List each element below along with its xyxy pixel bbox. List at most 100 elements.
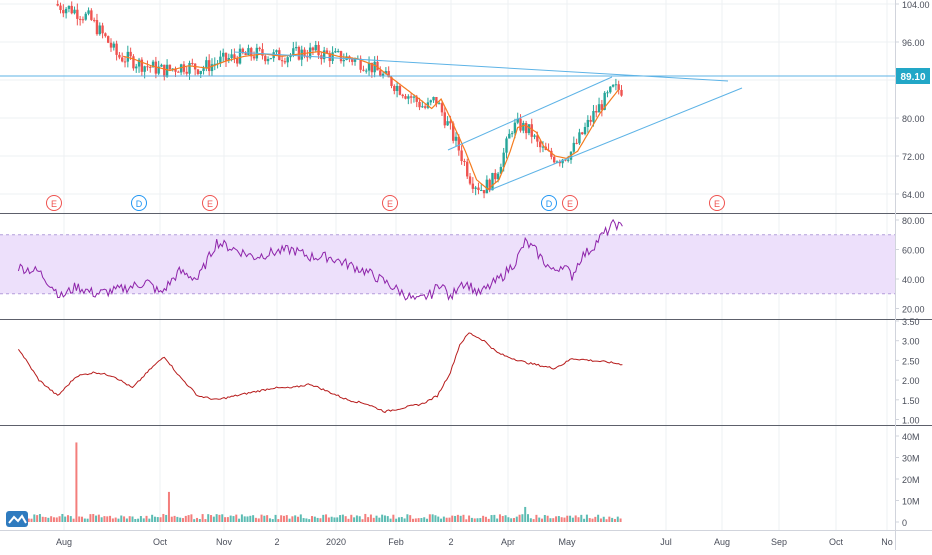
volume-bar bbox=[215, 514, 218, 522]
earnings-marker[interactable]: E bbox=[709, 195, 725, 211]
price-tick-label: 96.00 bbox=[902, 38, 925, 48]
dividend-marker[interactable]: D bbox=[131, 195, 147, 211]
atr-series bbox=[17, 332, 623, 414]
volume-bar bbox=[165, 514, 168, 522]
volume-bar bbox=[190, 514, 193, 522]
volume-bar bbox=[319, 518, 322, 522]
brand-logo-icon[interactable] bbox=[6, 511, 28, 527]
rsi-series bbox=[17, 218, 623, 301]
candle bbox=[370, 62, 374, 78]
candle bbox=[435, 96, 438, 108]
volume-bar bbox=[459, 515, 462, 522]
volume-bar bbox=[529, 518, 532, 522]
earnings-marker[interactable]: E bbox=[46, 195, 62, 211]
trendline-channel-upper[interactable] bbox=[447, 76, 613, 151]
candle bbox=[443, 107, 446, 129]
volume-bar bbox=[235, 514, 238, 522]
earnings-marker[interactable]: E bbox=[202, 195, 218, 211]
candle bbox=[78, 15, 82, 26]
candle bbox=[224, 52, 228, 67]
volume-bar bbox=[476, 518, 479, 522]
candle bbox=[393, 84, 396, 95]
candle bbox=[620, 85, 623, 97]
volume-bar bbox=[538, 517, 541, 522]
time-axis[interactable]: Aug Oct Nov 2 2020 Feb 2 Apr May Jul Aug Sep Oct No bbox=[56, 537, 893, 547]
candle bbox=[92, 17, 96, 23]
rsi-tick-label: 60.00 bbox=[902, 246, 925, 256]
volume-bar bbox=[100, 517, 103, 522]
candle bbox=[95, 13, 99, 36]
candle bbox=[70, 1, 73, 15]
volume-bar bbox=[156, 517, 159, 522]
volume-bar bbox=[280, 515, 283, 522]
candle bbox=[494, 169, 497, 184]
candle bbox=[247, 44, 250, 56]
volume-bar bbox=[397, 517, 400, 522]
time-tick-label: Feb bbox=[388, 537, 404, 547]
earnings-marker[interactable]: E bbox=[562, 195, 578, 211]
candle bbox=[238, 44, 242, 65]
volume-bar bbox=[117, 518, 120, 522]
volume-bar bbox=[395, 518, 398, 522]
volume-bar bbox=[512, 517, 515, 522]
volume-bar bbox=[344, 516, 347, 522]
candle bbox=[527, 124, 531, 136]
candle bbox=[67, 5, 71, 13]
candle bbox=[446, 116, 449, 126]
volume-bar bbox=[392, 514, 395, 522]
dividend-marker[interactable]: D bbox=[541, 195, 557, 211]
volume-bar bbox=[64, 516, 67, 522]
volume-bar bbox=[333, 517, 336, 522]
volume-bar bbox=[27, 518, 30, 522]
volume-bar bbox=[611, 517, 614, 522]
volume-bar bbox=[431, 514, 434, 522]
candle bbox=[359, 55, 362, 73]
volume-bar bbox=[493, 514, 496, 522]
moving-average-series bbox=[122, 50, 620, 191]
volume-bar bbox=[305, 518, 308, 522]
rsi-tick-label: 20.00 bbox=[902, 305, 925, 315]
candle bbox=[115, 40, 118, 61]
candle bbox=[126, 45, 130, 68]
candle bbox=[597, 97, 601, 113]
candle bbox=[207, 54, 211, 76]
candle bbox=[320, 52, 323, 65]
candle bbox=[510, 130, 514, 138]
rsi-axis[interactable]: 80.00 60.00 40.00 20.00 bbox=[895, 216, 925, 315]
volume-bar bbox=[120, 515, 123, 522]
candle bbox=[581, 131, 584, 135]
volume-bar bbox=[456, 514, 459, 522]
volume-bar bbox=[313, 516, 316, 522]
candle bbox=[76, 3, 79, 26]
atr-axis[interactable]: 3.50 3.00 2.50 2.00 1.50 1.00 bbox=[895, 317, 920, 426]
volume-bar bbox=[288, 518, 291, 522]
volume-bar bbox=[330, 516, 333, 522]
candle bbox=[381, 71, 385, 79]
earnings-marker[interactable]: E bbox=[382, 195, 398, 211]
volume-axis[interactable]: 40M 30M 20M 10M 0 bbox=[895, 432, 920, 528]
candle bbox=[266, 56, 270, 65]
candle bbox=[373, 56, 376, 78]
trendline-channel-lower[interactable] bbox=[489, 87, 743, 191]
volume-bar bbox=[549, 518, 552, 522]
atr-tick-label: 1.00 bbox=[902, 416, 920, 426]
volume-bar bbox=[106, 516, 109, 522]
candle bbox=[404, 93, 407, 100]
volume-bar bbox=[369, 514, 372, 522]
volume-bar bbox=[95, 515, 98, 522]
volume-bar bbox=[97, 514, 100, 522]
price-tick-label: 104.00 bbox=[902, 0, 930, 10]
volume-bar bbox=[417, 518, 420, 522]
candle bbox=[233, 48, 236, 64]
volume-bar bbox=[159, 517, 162, 522]
volume-bar bbox=[173, 515, 176, 522]
volume-bar bbox=[142, 518, 145, 522]
trendline-resistance[interactable] bbox=[233, 51, 729, 82]
candle bbox=[322, 46, 326, 63]
candle bbox=[314, 40, 317, 53]
